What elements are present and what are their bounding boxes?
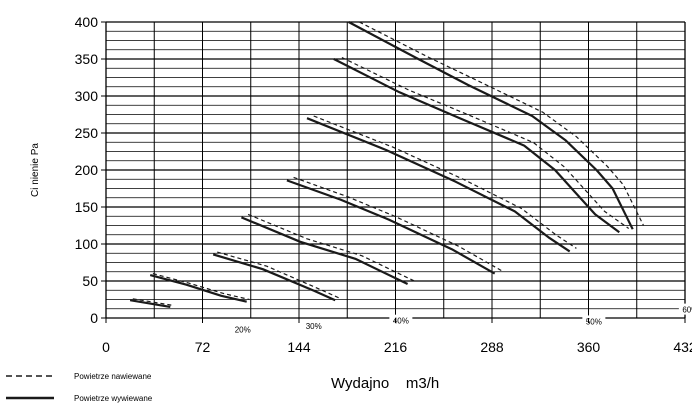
curve-label: 20% [235, 326, 251, 335]
y-tick-label: 350 [75, 51, 99, 67]
curve-label-bg [389, 314, 413, 326]
supply-curve-50pct [247, 213, 415, 282]
supply-curve-90pct [359, 21, 645, 226]
y-tick-label: 400 [75, 14, 99, 30]
exhaust-curve-70pct [306, 117, 571, 253]
y-tick-label: 200 [75, 162, 99, 178]
exhaust-curve-40pct [212, 253, 336, 302]
x-tick-label: 288 [480, 339, 504, 355]
x-tick-labels: 0 72 144 216 288 360 432 [102, 318, 692, 355]
supply-curve-80pct [341, 56, 630, 229]
y-tick-label: 0 [90, 310, 98, 326]
x-tick-label: 360 [577, 339, 601, 355]
legend-label: Powietrze wywiewane [74, 394, 153, 403]
curve-label-bg [678, 303, 692, 315]
curve-labels: 20%30%40%50%60%70%80%90%100% [231, 303, 692, 335]
exhaust-curve-60pct [286, 179, 496, 275]
supply-curve-60pct [293, 176, 502, 272]
supply-curve-30pct [152, 273, 250, 301]
x-tick-label: 0 [102, 339, 110, 355]
y-tick-labels: 0 50 100 150 200 250 300 350 400 [75, 14, 106, 326]
x-tick-label: 72 [195, 339, 211, 355]
legend-label: Powietrze nawiewane [74, 372, 152, 381]
y-tick-label: 250 [75, 125, 99, 141]
x-tick-label: 144 [287, 339, 311, 355]
exhaust-curve-50pct [240, 216, 409, 285]
y-tick-label: 300 [75, 88, 99, 104]
curves [129, 21, 645, 308]
curve-label: 30% [306, 322, 322, 331]
curve-label-bg [231, 323, 255, 335]
curve-label: 60% [682, 306, 692, 315]
x-tick-label: 216 [384, 339, 408, 355]
x-tick-label: 432 [673, 339, 692, 355]
curve-label-bg [582, 315, 606, 327]
supply-curve-40pct [217, 251, 340, 299]
y-tick-label: 100 [75, 236, 99, 252]
y-tick-label: 50 [82, 273, 98, 289]
curve-label: 50% [586, 317, 602, 326]
exhaust-curve-30pct [149, 274, 247, 303]
curve-label: 40% [393, 317, 409, 326]
exhaust-curve-90pct [348, 21, 634, 230]
curve-label-bg [302, 319, 326, 331]
supply-curve-70pct [313, 115, 577, 249]
exhaust-curve-80pct [333, 58, 620, 234]
grid [105, 21, 686, 319]
legend: Powietrze nawiewane Powietrze wywiewane [6, 372, 153, 403]
x-axis-label: Wydajno m3/h [331, 375, 439, 392]
y-tick-label: 150 [75, 199, 99, 215]
y-axis-label: Ci nienie Pa [30, 143, 41, 197]
exhaust-curve-20pct [129, 299, 171, 308]
